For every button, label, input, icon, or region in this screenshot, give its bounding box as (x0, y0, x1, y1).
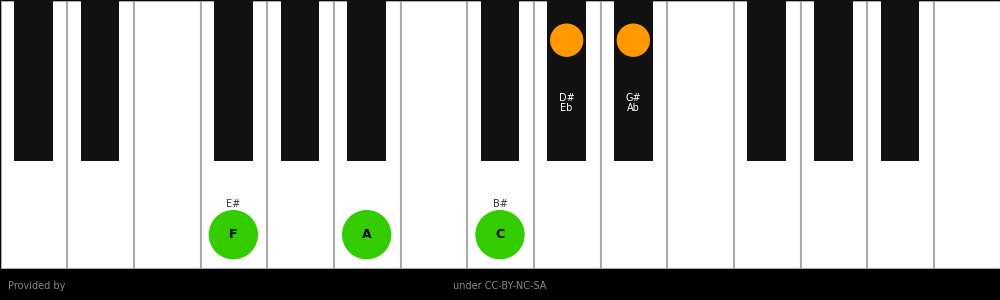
Circle shape (209, 211, 257, 259)
Bar (814, 0, 853, 161)
Text: Provided by: Provided by (8, 281, 65, 291)
Bar (614, 0, 653, 161)
Text: C: C (495, 228, 505, 241)
Text: B#: B# (493, 199, 507, 209)
Bar (800, 1, 866, 268)
Bar (214, 0, 253, 161)
Circle shape (551, 24, 583, 56)
Bar (400, 1, 466, 268)
Bar (547, 0, 586, 161)
Bar (600, 1, 666, 268)
Bar (134, 1, 200, 268)
Bar (347, 0, 386, 161)
Bar (534, 1, 600, 268)
Text: F: F (229, 228, 238, 241)
Text: A: A (362, 228, 371, 241)
Bar (881, 0, 919, 161)
Bar (934, 1, 1000, 268)
Circle shape (476, 211, 524, 259)
Text: Eb: Eb (560, 103, 573, 112)
Bar (747, 0, 786, 161)
Bar (200, 1, 266, 268)
Bar (867, 1, 933, 268)
Bar (14, 0, 53, 161)
Text: G#: G# (626, 93, 641, 103)
Bar (734, 1, 800, 268)
Text: D#: D# (559, 93, 575, 103)
Bar (467, 1, 533, 268)
Circle shape (617, 24, 649, 56)
Bar (67, 1, 133, 268)
Bar (481, 0, 519, 161)
Text: E#: E# (226, 199, 240, 209)
Bar (667, 1, 733, 268)
Circle shape (343, 211, 391, 259)
Text: under CC-BY-NC-SA: under CC-BY-NC-SA (453, 281, 547, 291)
Bar (267, 1, 333, 268)
Bar (334, 1, 400, 268)
Bar (0, 1, 66, 268)
Bar (281, 0, 319, 161)
Bar (81, 0, 119, 161)
Text: Ab: Ab (627, 103, 640, 112)
